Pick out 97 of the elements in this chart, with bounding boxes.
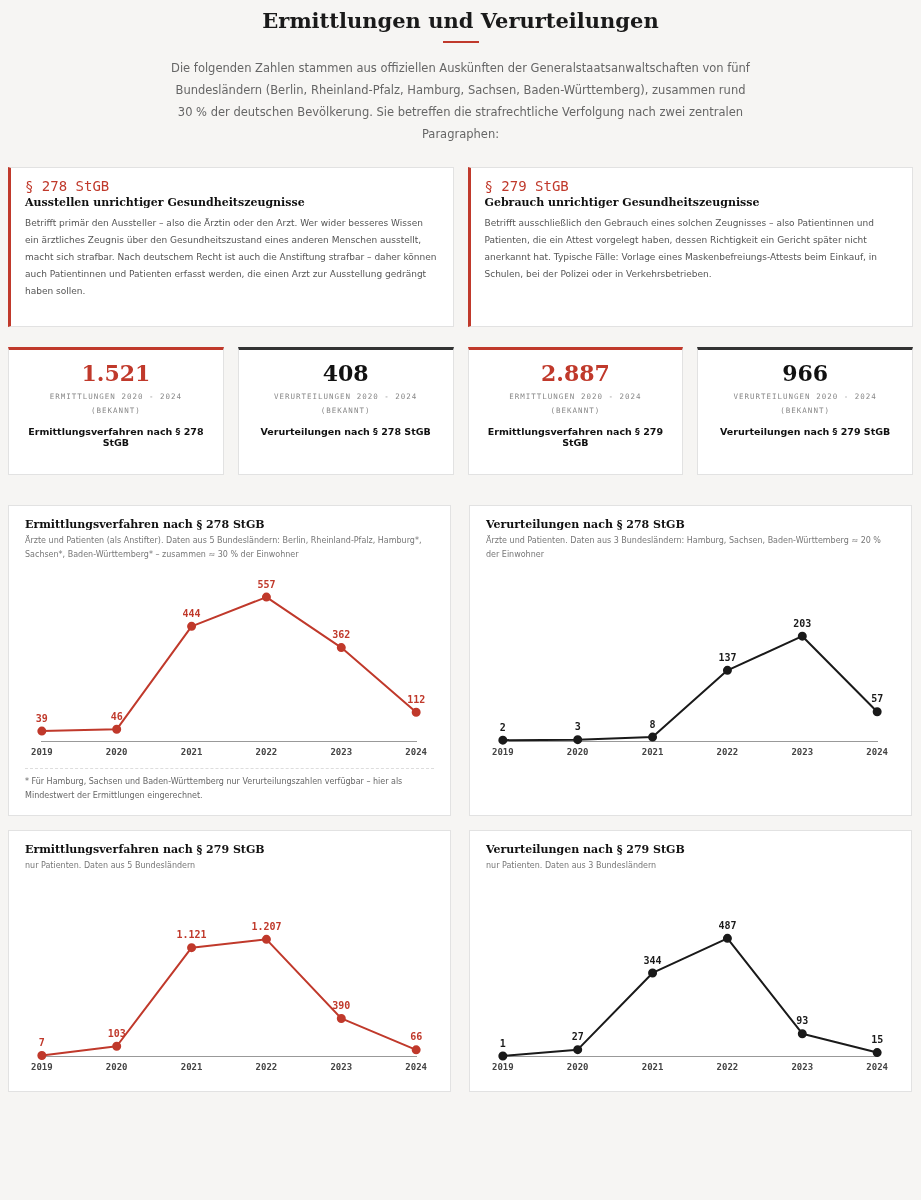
data-label: 203 — [793, 617, 812, 629]
point — [336, 1013, 346, 1023]
text: 408 — [321, 360, 370, 386]
x-tick-label: 2022 — [716, 746, 739, 757]
point — [872, 707, 882, 717]
x-tick-label: 2020 — [105, 1061, 128, 1072]
data-label: 362 — [332, 629, 351, 641]
x-tick-label: 2021 — [180, 1061, 203, 1072]
point — [722, 933, 732, 943]
point — [872, 1048, 882, 1058]
text: Ermittlungsverfahren nach § 278 StGB — [27, 426, 205, 448]
data-label: 137 — [718, 651, 737, 663]
data-label: 66 — [410, 1031, 423, 1043]
chart-subtitle: nur Patienten. Daten aus 3 Bundesländern — [486, 860, 658, 872]
x-tick-label: 2021 — [641, 1061, 664, 1072]
point — [648, 968, 658, 978]
data-label: 46 — [110, 710, 123, 722]
x-tick-label: 2022 — [255, 746, 278, 757]
data-label: 487 — [718, 919, 737, 931]
text: 1.521 — [80, 360, 152, 386]
data-label: 2 — [499, 721, 506, 733]
x-tick-label: 2022 — [255, 1061, 278, 1072]
data-label: 57 — [871, 693, 884, 705]
data-label: 1.121 — [176, 929, 207, 941]
chart-title: Ermittlungsverfahren nach § 279 StGB — [25, 843, 266, 856]
data-label: 39 — [35, 712, 48, 724]
text: Betrifft ausschließlich den Gebrauch eines solchen Zeugnisses – also Patientinnen und Patienten, die ein Attest vorgelegt haben, dessen Richtigkeit ein Gericht später nicht anerkannt hat. Typische Fälle: Vorlage eines Maskenbefreiungs-Attests beim Einkauf, in Schulen, bei der Polizei oder in Verkehrsbetrieben. — [484, 217, 878, 281]
data-label: 1 — [499, 1037, 506, 1049]
text: Ausstellen unrichtiger Gesundheitszeugnisse — [25, 196, 306, 209]
data-label: 1.207 — [251, 920, 282, 932]
point — [573, 735, 583, 745]
point — [797, 1029, 807, 1039]
text: Die folgenden Zahlen stammen aus offiziellen Auskünften der Generalstaatsanwaltschaften von fünf Bundesländern (Berlin, Rheinland-Pfalz, Hamburg, Sachsen, Baden-Württemberg), zusammen rund 30 % der deutschen Bevölkerung. Sie betreffen die strafrechtliche Verfolgung nach zwei zentralen Paragraphen: — [170, 60, 751, 143]
data-label: 444 — [182, 607, 201, 619]
text: § 278 StGB — [25, 178, 111, 194]
text: Gebrauch unrichtiger Gesundheitszeugnisse — [484, 196, 761, 209]
text: 966 — [781, 360, 830, 386]
point — [498, 735, 508, 745]
data-label: 557 — [257, 578, 276, 590]
chart-subtitle: nur Patienten. Daten aus 5 Bundesländern — [25, 860, 197, 872]
point — [411, 707, 421, 717]
data-label: 15 — [871, 1034, 884, 1046]
point — [187, 621, 197, 631]
point — [648, 732, 658, 742]
data-label: 112 — [407, 693, 426, 705]
x-tick-label: 2019 — [491, 746, 514, 757]
point — [112, 1041, 122, 1051]
x-tick-label: 2024 — [405, 1061, 428, 1072]
point — [498, 1051, 508, 1061]
x-tick-label: 2019 — [30, 1061, 53, 1072]
point — [573, 1045, 583, 1055]
x-tick-label: 2021 — [180, 746, 203, 757]
point — [187, 943, 197, 953]
chart-title: Verurteilungen nach § 278 StGB — [486, 518, 686, 531]
data-label: 27 — [571, 1031, 584, 1043]
x-tick-label: 2021 — [641, 746, 664, 757]
point — [261, 592, 271, 602]
point — [112, 724, 122, 734]
data-label: 344 — [643, 954, 662, 966]
x-tick-label: 2019 — [491, 1061, 514, 1072]
x-tick-label: 2020 — [105, 746, 128, 757]
text: Verurteilungen nach § 279 StGB — [719, 426, 892, 437]
text: Ermittlungen und Verurteilungen — [261, 8, 660, 33]
x-tick-label: 2022 — [716, 1061, 739, 1072]
chart-title: Verurteilungen nach § 279 StGB — [486, 843, 686, 856]
point — [37, 726, 47, 736]
chart-subtitle: Ärzte und Patienten (als Anstifter). Daten aus 5 Bundesländern: Berlin, Rheinland-Pfalz, Hamburg*, Sachsen*, Baden-Württemberg* – zusammen ≈ 30 % der Einwohner — [25, 534, 423, 561]
text: 2.887 — [539, 360, 611, 386]
data-label: 390 — [332, 1000, 351, 1012]
point — [722, 665, 732, 675]
x-tick-label: 2023 — [791, 746, 814, 757]
text: § 279 StGB — [484, 178, 570, 194]
data-label: 3 — [574, 721, 581, 733]
point — [797, 631, 807, 641]
x-tick-label: 2019 — [30, 746, 53, 757]
text: Betrifft primär den Aussteller – also die Ärztin oder den Arzt. Wer wider besseres Wissen ein ärztliches Zeugnis über den Gesundheitszustand eines anderen Menschen ausstellt, macht sich strafbar. Nach deutschem Recht ist auch die Anstiftung strafbar – daher können auch Patientinnen und Patienten erfasst werden, die einen Arzt zur Ausstellung gedrängt haben sollen. — [25, 217, 438, 298]
chart-title: Ermittlungsverfahren nach § 278 StGB — [25, 518, 266, 531]
x-tick-label: 2024 — [866, 1061, 889, 1072]
text: * Für Hamburg, Sachsen und Baden-Württemberg nur Verurteilungszahlen verfügbar – hier als Mindestwert der Ermittlungen eingerechnet. — [25, 768, 434, 803]
chart-subtitle: Ärzte und Patienten. Daten aus 3 Bundesländern: Hamburg, Sachsen, Baden-Württemberg ≈ 20 % der Einwohner — [486, 534, 882, 561]
x-tick-label: 2020 — [566, 746, 589, 757]
text: Ermittlungsverfahren nach § 279 StGB — [486, 426, 664, 448]
x-tick-label: 2023 — [330, 1061, 353, 1072]
point — [261, 934, 271, 944]
point — [411, 1045, 421, 1055]
x-tick-label: 2024 — [405, 746, 428, 757]
point — [37, 1051, 47, 1061]
data-label: 93 — [796, 1015, 809, 1027]
x-tick-label: 2023 — [791, 1061, 814, 1072]
text: Verurteilungen nach § 278 StGB — [259, 426, 432, 437]
x-tick-label: 2024 — [866, 746, 889, 757]
data-label: 8 — [649, 718, 656, 730]
point — [336, 643, 346, 653]
x-tick-label: 2020 — [566, 1061, 589, 1072]
data-label: 103 — [107, 1027, 126, 1039]
data-label: 7 — [38, 1037, 45, 1049]
x-tick-label: 2023 — [330, 746, 353, 757]
